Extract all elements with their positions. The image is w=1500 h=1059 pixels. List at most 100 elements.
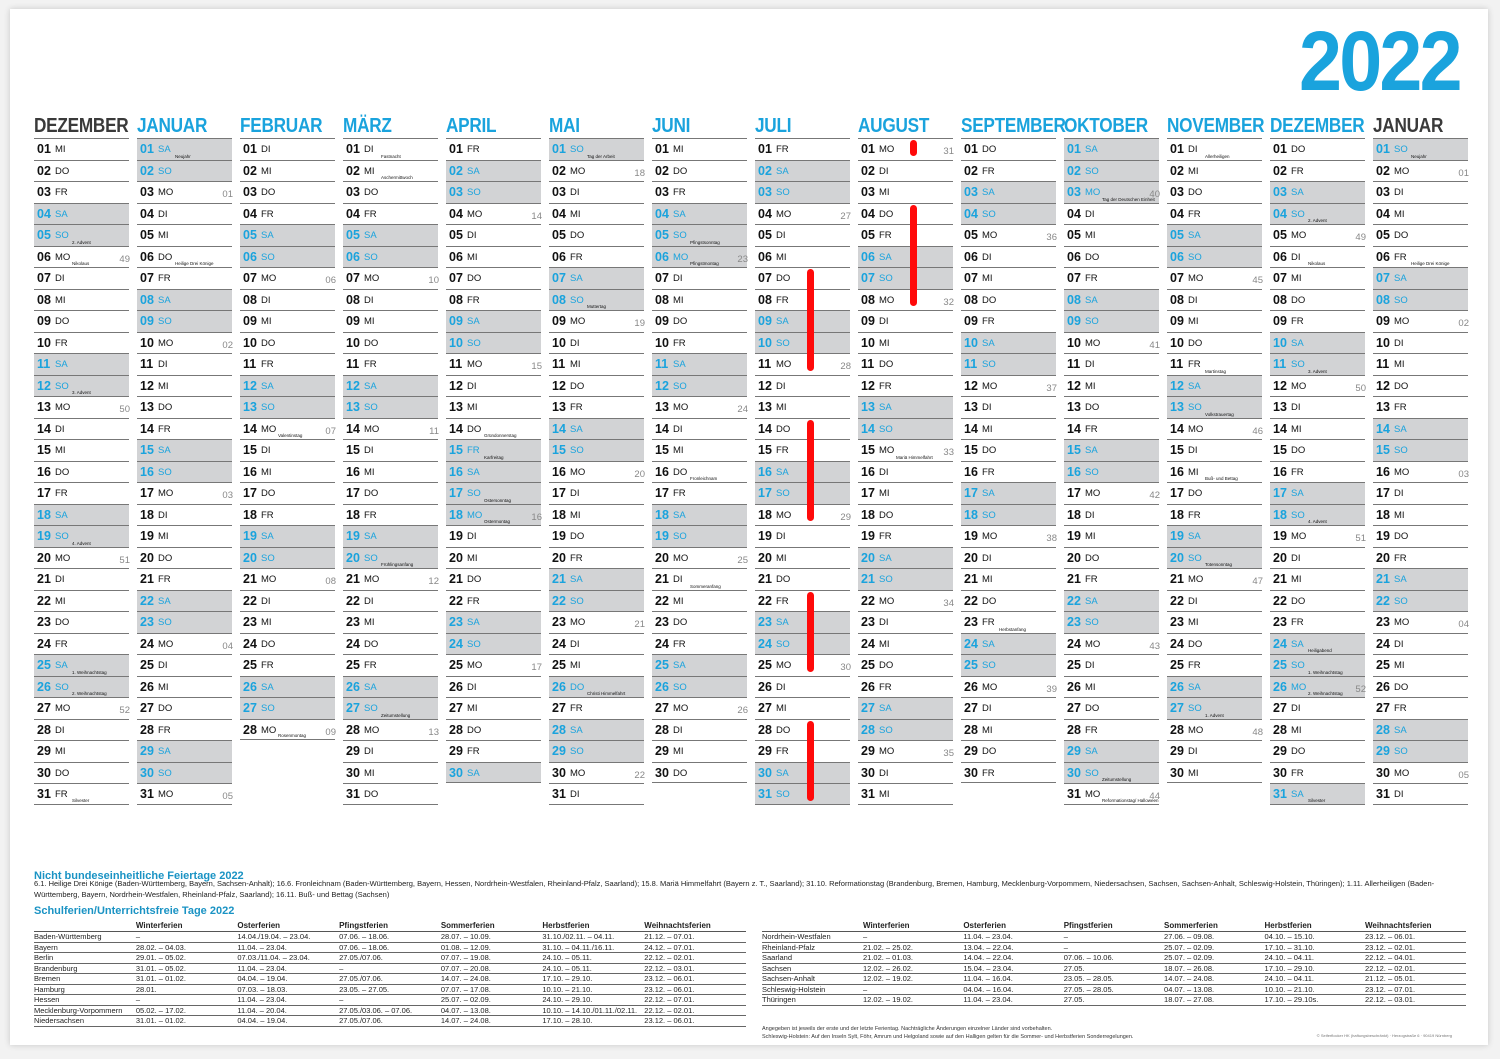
day-row[interactable]: 07 DI <box>34 267 129 289</box>
day-row[interactable]: 28 SA <box>549 718 644 740</box>
day-row[interactable]: 27 DO <box>137 697 232 719</box>
day-row[interactable]: 07 MI <box>1270 267 1365 289</box>
day-row[interactable]: 07 MO 45 <box>1167 267 1263 289</box>
day-row[interactable]: 26 DI <box>755 675 850 698</box>
day-row[interactable]: 10 SO <box>755 331 850 353</box>
day-row[interactable]: 24 DI <box>1373 632 1468 655</box>
day-row[interactable]: 09 DO <box>652 310 747 332</box>
day-row[interactable]: 19 DI <box>755 525 850 547</box>
day-row[interactable]: 02 DO <box>34 159 129 182</box>
day-row[interactable]: 01 DO <box>1270 138 1365 160</box>
day-row[interactable]: 17 DO <box>343 482 438 504</box>
day-row[interactable]: 22 SO <box>549 589 644 611</box>
day-row[interactable]: 22 DI <box>343 589 438 612</box>
day-row[interactable]: 11 SO <box>961 353 1056 375</box>
day-row[interactable]: 25 DI <box>137 654 232 676</box>
day-row[interactable]: 24 DI <box>549 632 644 655</box>
day-row[interactable]: 04 FR <box>1167 202 1262 225</box>
day-row[interactable]: 08 DI <box>343 288 438 311</box>
day-row[interactable]: 05 DO <box>1373 224 1468 246</box>
day-row[interactable]: 07 FR <box>137 267 232 289</box>
day-row[interactable]: 16 MI Buß- und Bettag <box>1167 460 1262 483</box>
day-row[interactable]: 06 DI Nikolaus <box>1270 245 1365 268</box>
day-row[interactable]: 20 MO 51 <box>34 546 130 569</box>
day-row[interactable]: 01 SO Neujahr <box>1373 138 1468 160</box>
day-row[interactable]: 18 SO <box>961 503 1056 525</box>
day-row[interactable]: 05 SO Pfingstsonntag <box>652 224 747 246</box>
day-row[interactable]: 09 SA <box>755 310 850 332</box>
day-row[interactable]: 13 DO <box>1064 396 1159 418</box>
day-row[interactable]: 03 FR <box>652 181 747 203</box>
day-row[interactable]: 27 FR <box>1373 697 1468 719</box>
day-row[interactable]: 08 SO Muttertag <box>549 288 644 310</box>
day-row[interactable]: 30 SA <box>755 761 850 783</box>
day-row[interactable]: 14 DO <box>755 417 850 440</box>
day-row[interactable]: 26 MI <box>137 675 232 698</box>
day-row[interactable]: 22 FR <box>446 589 541 612</box>
day-row[interactable]: 15 FR Karfreitag <box>446 439 541 461</box>
day-row[interactable]: 13 SO Volkstrauertag <box>1167 396 1262 418</box>
day-row[interactable]: 08 DO <box>1270 288 1365 311</box>
day-row[interactable]: 25 DO <box>858 654 953 676</box>
day-row[interactable]: 23 MI <box>240 611 335 633</box>
day-row[interactable]: 18 FR <box>1167 503 1262 526</box>
day-row[interactable]: 13 SA <box>858 396 953 418</box>
day-row[interactable]: 06 SO <box>343 245 438 267</box>
day-row[interactable]: 11 MO 28 <box>755 353 851 375</box>
day-row[interactable]: 25 SA 1. Weihnachtstag <box>34 654 129 676</box>
day-row[interactable]: 28 MO 09 Rosenmontag <box>240 718 336 740</box>
day-row[interactable]: 09 DO <box>34 310 129 332</box>
day-row[interactable]: 13 FR <box>549 396 644 418</box>
day-row[interactable]: 05 DI <box>446 224 541 246</box>
day-row[interactable]: 20 FR <box>1373 546 1468 569</box>
day-row[interactable]: 11 FR <box>240 353 335 375</box>
day-row[interactable]: 06 MO 49 Nikolaus <box>34 245 130 268</box>
day-row[interactable]: 02 MO 18 <box>549 159 645 182</box>
day-row[interactable]: 17 DI <box>549 482 644 504</box>
day-row[interactable]: 14 SO <box>858 417 953 439</box>
day-row[interactable]: 18 DI <box>1064 503 1159 526</box>
day-row[interactable]: 23 SA <box>755 611 850 633</box>
day-row[interactable]: 06 MI <box>446 245 541 268</box>
day-row[interactable]: 27 DI <box>1270 697 1365 719</box>
day-row[interactable]: 31 MO 05 <box>137 783 233 805</box>
day-row[interactable]: 02 FR <box>1270 159 1365 182</box>
day-row[interactable]: 23 MO 21 <box>549 611 645 633</box>
day-row[interactable]: 30 SO <box>137 761 232 783</box>
day-row[interactable]: 21 DO <box>755 568 850 590</box>
day-row[interactable]: 03 MO 01 <box>137 181 233 203</box>
day-row[interactable]: 26 MI <box>1064 675 1159 698</box>
day-row[interactable]: 29 SA <box>1064 740 1159 762</box>
day-row[interactable]: 21 DI <box>34 568 129 590</box>
day-row[interactable]: 06 SO <box>1167 245 1262 267</box>
day-row[interactable]: 08 SO <box>1373 288 1468 310</box>
day-row[interactable]: 16 FR <box>961 460 1056 483</box>
day-row[interactable]: 13 MO 50 <box>34 396 130 418</box>
day-row[interactable]: 07 MI <box>961 267 1056 289</box>
day-row[interactable]: 14 SA <box>549 417 644 439</box>
day-row[interactable]: 29 MO 35 <box>858 740 954 762</box>
day-row[interactable]: 26 SO <box>652 675 747 697</box>
day-row[interactable]: 10 DI <box>1373 331 1468 354</box>
day-row[interactable]: 09 MI <box>240 310 335 332</box>
day-row[interactable]: 20 FR <box>549 546 644 569</box>
day-row[interactable]: 16 SO <box>137 460 232 482</box>
day-row[interactable]: 03 DO <box>240 181 335 203</box>
day-row[interactable]: 17 SA <box>961 482 1056 504</box>
day-row[interactable]: 28 DI <box>34 718 129 741</box>
day-row[interactable]: 06 FR <box>549 245 644 268</box>
day-row[interactable]: 06 DO <box>1064 245 1159 268</box>
day-row[interactable]: 08 MO 32 <box>858 288 954 311</box>
day-row[interactable]: 31 FR Silvester <box>34 783 129 805</box>
day-row[interactable]: 27 MI <box>755 697 850 719</box>
day-row[interactable]: 18 MO 29 <box>755 503 851 526</box>
day-row[interactable]: 17 DO <box>240 482 335 504</box>
day-row[interactable]: 02 DO <box>652 159 747 182</box>
day-row[interactable]: 19 MO 51 <box>1270 525 1366 547</box>
day-row[interactable]: 22 FR <box>755 589 850 612</box>
day-row[interactable]: 16 DO Fronleichnam <box>652 460 747 483</box>
day-row[interactable]: 09 FR <box>961 310 1056 332</box>
day-row[interactable]: 26 MO 39 <box>961 675 1057 698</box>
day-row[interactable]: 04 MO 27 <box>755 202 851 225</box>
day-row[interactable]: 11 MI <box>1373 353 1468 375</box>
